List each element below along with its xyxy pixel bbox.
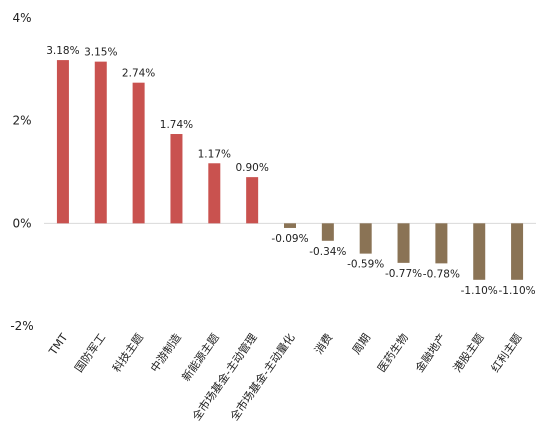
y-tick-label: 0% [12, 216, 31, 230]
bar [208, 163, 221, 224]
bar [56, 60, 69, 224]
data-label: 0.90% [235, 162, 268, 174]
y-tick-label: 2% [12, 114, 31, 128]
x-tick-label: 港股主题 [451, 331, 487, 374]
x-tick-label: 中游制造 [147, 331, 184, 375]
data-label: 1.17% [198, 148, 231, 160]
x-tick-label: 全市场基金-主动量化 [227, 331, 298, 423]
x-tick-label: 全市场基金-主动管理 [189, 331, 260, 423]
y-tick-label: -2% [10, 319, 33, 333]
data-label: -0.09% [271, 233, 308, 245]
bar [94, 61, 107, 224]
data-label: 3.15% [84, 47, 117, 59]
x-axis-ticks: TMT 国防军工 科技主题 中游制造新能源主题全市场基金-主动管理全市场基金-主动量化… [46, 331, 525, 423]
data-label: -1.10% [461, 285, 498, 297]
data-label: -0.59% [347, 259, 384, 271]
x-tick-label: 国防军工 [72, 331, 109, 375]
data-label: 2.74% [122, 68, 155, 80]
bar [359, 223, 372, 254]
data-labels: 3.18% 3.15% 2.74% 1.74% 1.17% 0.90% -0.09%-0.3… [46, 45, 535, 297]
bar [132, 82, 145, 224]
bar [321, 223, 334, 241]
data-label: 3.18% [46, 45, 79, 57]
bar [246, 177, 259, 224]
data-label: -0.34% [309, 246, 346, 258]
data-label: 1.74% [160, 119, 193, 131]
bar [397, 223, 410, 263]
x-tick-label: 科技主题 [109, 331, 146, 375]
y-tick-label: 4% [12, 11, 31, 25]
x-tick-label: 红利主题 [489, 331, 525, 374]
bar [473, 223, 486, 280]
bars [56, 60, 524, 280]
bar [170, 134, 183, 224]
data-label: -0.78% [423, 268, 460, 280]
x-tick-label: 金融地产 [412, 331, 449, 375]
bar [435, 223, 448, 264]
x-tick-label: TMT [46, 331, 71, 358]
data-label: -0.77% [385, 268, 422, 280]
data-label: -1.10% [498, 285, 535, 297]
bar [284, 223, 296, 228]
y-axis-ticks: 4% 2% 0% -2% [10, 11, 33, 333]
x-tick-label: 新能源主题 [179, 331, 222, 384]
x-tick-label: 消费 [311, 331, 335, 357]
bar [511, 223, 524, 280]
x-tick-label: 医药生物 [374, 331, 411, 375]
x-tick-label: 周期 [350, 331, 373, 356]
